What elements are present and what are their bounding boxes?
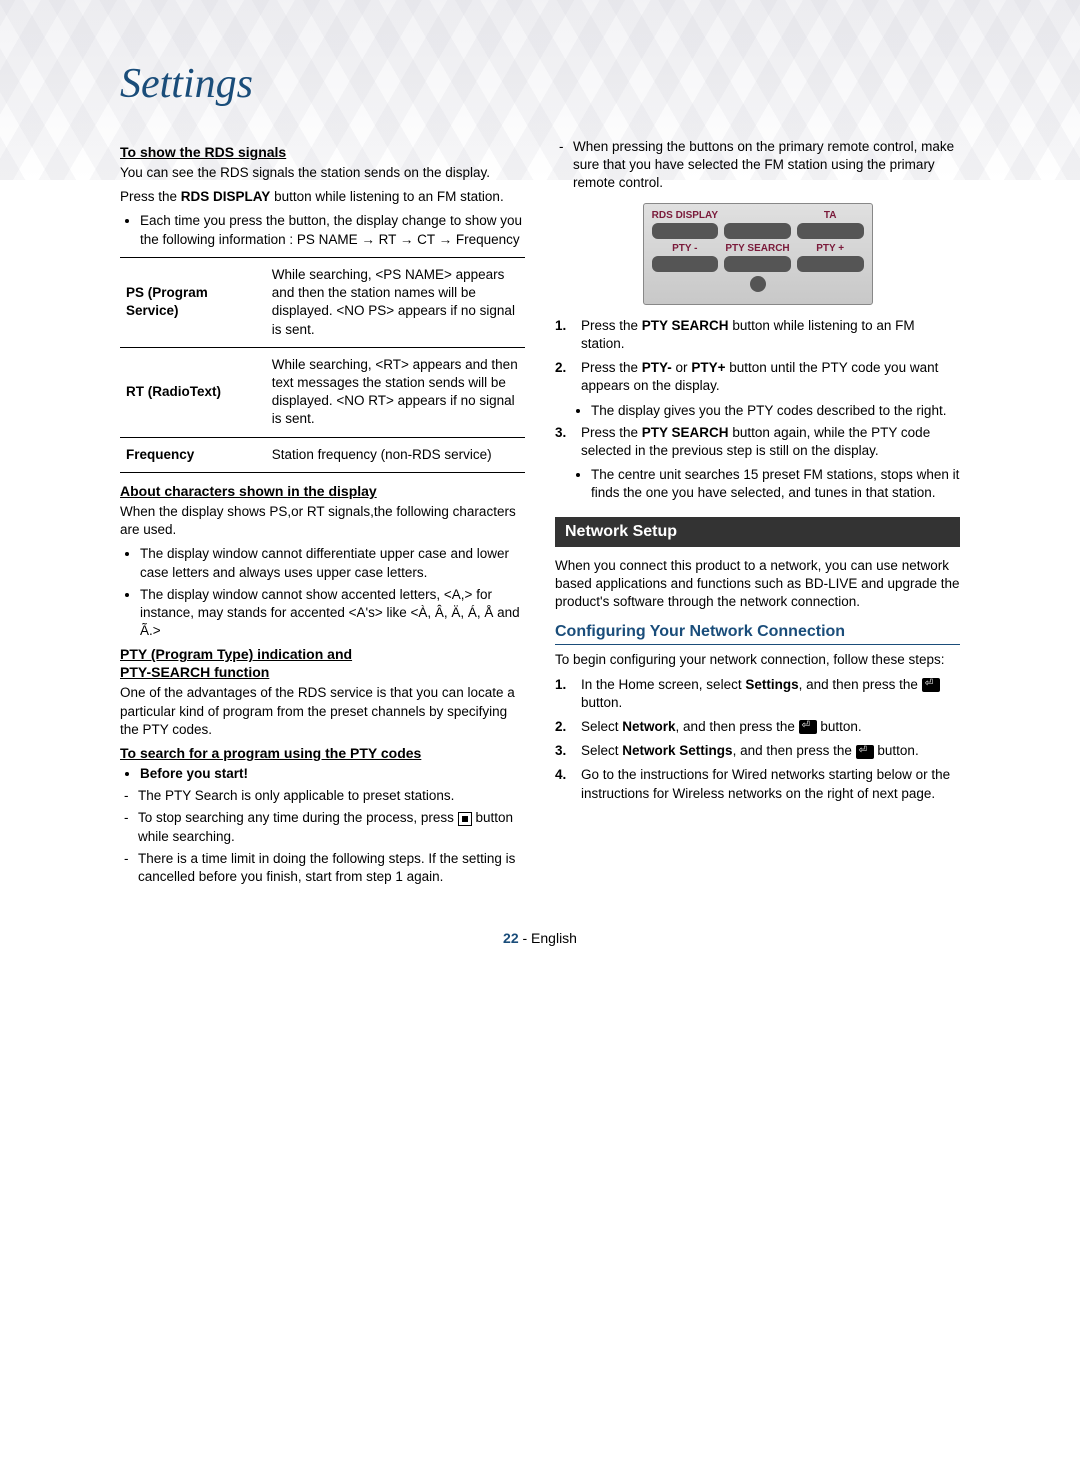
list-item: The display gives you the PTY codes desc… [591,402,960,420]
page-footer: 22 - English [120,930,960,946]
remote-button [750,276,766,292]
list-item: Each time you press the button, the disp… [140,212,525,248]
cell-desc: While searching, <PS NAME> appears and t… [266,257,525,347]
step-number: 3. [555,424,573,460]
list-item: 1. Press the PTY SEARCH button while lis… [555,317,960,353]
heading-chars: About characters shown in the display [120,483,525,499]
step-number: 1. [555,317,573,353]
list-item: 1. In the Home screen, select Settings, … [555,676,960,712]
text: button while listening to an FM station. [270,189,503,204]
list-item: Before you start! [140,765,525,783]
remote-button [652,223,719,239]
text: When you connect this product to a netwo… [555,557,960,612]
text-bold: RDS DISPLAY [181,189,271,204]
step-number: 2. [555,359,573,395]
remote-label: PTY + [797,243,864,254]
text: One of the advantages of the RDS service… [120,684,525,739]
subsection-configuring: Configuring Your Network Connection [555,623,960,645]
remote-label: PTY - [652,243,719,254]
remote-diagram: RDS DISPLAY TA PTY - PTY SEARCH PTY + [643,203,873,305]
remote-label: TA [797,210,864,221]
text: To begin configuring your network connec… [555,651,960,669]
heading-rds: To show the RDS signals [120,144,525,160]
remote-button [797,256,864,272]
remote-label [724,210,791,221]
right-column: When pressing the buttons on the primary… [555,138,960,890]
list-item: The PTY Search is only applicable to pre… [138,787,525,805]
list-item: 2. Press the PTY- or PTY+ button until t… [555,359,960,395]
enter-icon [922,678,940,692]
enter-icon [856,745,874,759]
text: You can see the RDS signals the station … [120,164,525,182]
section-network-setup: Network Setup [555,517,960,547]
remote-button [724,223,791,239]
step-number: 4. [555,766,573,802]
cell-label: RT (RadioText) [120,347,266,437]
cell-desc: Station frequency (non-RDS service) [266,437,525,472]
heading-search: To search for a program using the PTY co… [120,745,525,761]
table-row: RT (RadioText) While searching, <RT> app… [120,347,525,437]
step-number: 1. [555,676,573,712]
text: When the display shows PS,or RT signals,… [120,503,525,539]
cell-desc: While searching, <RT> appears and then t… [266,347,525,437]
remote-button [652,256,719,272]
remote-button [724,256,791,272]
list-item: 3. Press the PTY SEARCH button again, wh… [555,424,960,460]
list-item: The display window cannot show accented … [140,586,525,641]
text-bold: Before you start! [140,766,248,781]
remote-label: PTY SEARCH [724,243,791,254]
table-row: Frequency Station frequency (non-RDS ser… [120,437,525,472]
heading-pty-1: PTY (Program Type) indication and [120,646,525,662]
list-item: The centre unit searches 15 preset FM st… [591,466,960,502]
heading-pty-2: PTY-SEARCH function [120,664,525,680]
list-item: 4. Go to the instructions for Wired netw… [555,766,960,802]
footer-lang: - English [523,930,577,946]
cell-label: Frequency [120,437,266,472]
enter-icon [799,720,817,734]
stop-icon [458,812,472,826]
list-item: There is a time limit in doing the follo… [138,850,525,886]
page-title: Settings [120,60,960,108]
list-item: 3. Select Network Settings, and then pre… [555,742,960,760]
list-item: The display window cannot differentiate … [140,545,525,581]
list-item: To stop searching any time during the pr… [138,809,525,845]
page-number: 22 [503,930,519,946]
text: Press the RDS DISPLAY button while liste… [120,188,525,206]
list-item: 2. Select Network, and then press the bu… [555,718,960,736]
cell-label: PS (Program Service) [120,257,266,347]
remote-label: RDS DISPLAY [652,210,719,221]
table-row: PS (Program Service) While searching, <P… [120,257,525,347]
text: Press the [120,189,181,204]
step-number: 2. [555,718,573,736]
remote-button [797,223,864,239]
list-item: When pressing the buttons on the primary… [573,138,960,193]
step-number: 3. [555,742,573,760]
rds-table: PS (Program Service) While searching, <P… [120,257,525,473]
left-column: To show the RDS signals You can see the … [120,138,525,890]
